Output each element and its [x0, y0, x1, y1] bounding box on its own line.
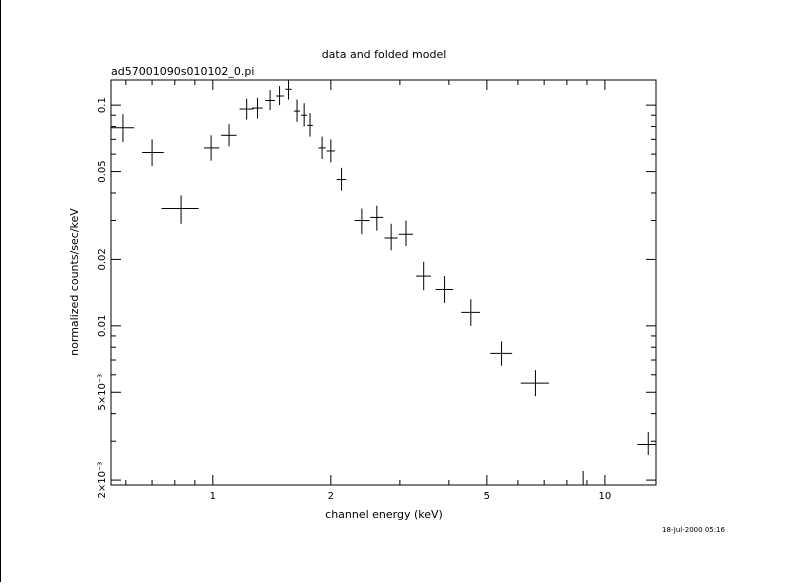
y-tick: 2×10⁻³ [97, 462, 656, 499]
y-tick: 5×10⁻³ [97, 374, 656, 411]
y-tick-label: 0.02 [97, 248, 108, 270]
x-tick-label: 2 [328, 491, 334, 502]
x-tick: 5 [484, 80, 490, 502]
x-tick-label: 1 [210, 491, 216, 502]
y-tick-label: 0.1 [97, 97, 108, 113]
x-tick-label: 5 [484, 491, 490, 502]
data-point [265, 90, 275, 111]
x-tick: 2 [328, 80, 334, 502]
left-border-line [0, 0, 1, 582]
data-point [318, 136, 326, 160]
timestamp: 18-Jul-2000 05:16 [662, 526, 726, 534]
x-axis-label: channel energy (keV) [325, 508, 443, 521]
data-point [239, 98, 254, 120]
data-point [520, 370, 549, 397]
data-point [276, 86, 285, 106]
y-tick-label: 0.05 [97, 160, 108, 182]
data-point [293, 99, 301, 122]
data-point [416, 261, 431, 291]
data-point [221, 124, 237, 147]
data-point [461, 299, 480, 326]
chart-subtitle: ad57001090s010102_0.pi [111, 65, 254, 78]
x-tick: 1 [210, 80, 216, 502]
axis-ticks: 1 2 5 10 2×10⁻³ 5×10⁻³ 0.01 0.02 0.05 0.1 [97, 80, 656, 502]
data-point [384, 223, 398, 251]
x-tick-label: 10 [599, 491, 612, 502]
y-axis-label: normalized counts/sec/keV [68, 208, 81, 356]
data-point [252, 97, 263, 119]
data-point [307, 113, 313, 137]
data-point [161, 195, 199, 224]
data-point [301, 103, 308, 127]
data-point [111, 114, 135, 143]
x-tick: 10 [599, 80, 612, 502]
y-tick-label: 5×10⁻³ [97, 374, 108, 411]
data-point [354, 208, 370, 235]
y-tick-label: 2×10⁻³ [97, 462, 108, 499]
data-point [326, 139, 336, 163]
data-point [285, 80, 292, 100]
data-point [435, 276, 454, 303]
data-point [637, 432, 656, 455]
y-tick: 0.1 [97, 97, 656, 113]
y-tick: 0.02 [97, 248, 656, 271]
data-point [204, 135, 220, 161]
data-point [398, 220, 413, 247]
plot-frame [110, 79, 657, 486]
chart-title: data and folded model [322, 48, 447, 61]
data-point [336, 167, 347, 191]
y-tick: 0.01 [97, 315, 656, 337]
data-point [553, 470, 614, 486]
data-points [111, 80, 656, 486]
data-point [490, 341, 513, 366]
y-tick-label: 0.01 [97, 315, 108, 337]
data-point [370, 205, 384, 231]
y-tick: 0.05 [97, 160, 656, 183]
data-point [142, 139, 164, 166]
